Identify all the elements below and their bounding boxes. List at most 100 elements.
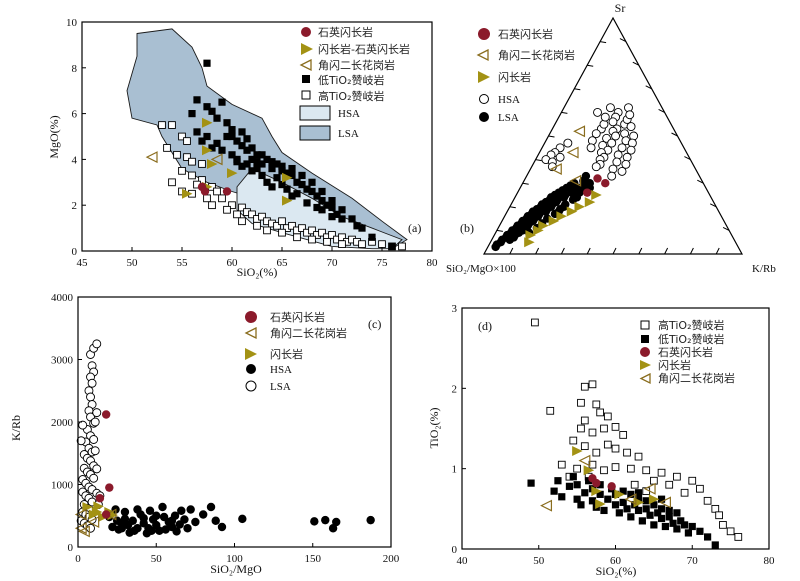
point-d-diorite <box>648 494 660 505</box>
ternary-tick-left <box>574 88 581 91</box>
point-c-diorite <box>93 501 104 512</box>
ternary-apex-right: K/Rb <box>752 263 776 275</box>
point-a-high-ti-sanukitoid <box>328 231 336 239</box>
point-d-high-ti-sanukitoid <box>600 424 608 433</box>
point-a-high-ti-sanukitoid <box>248 210 256 219</box>
point-d-high-ti-sanukitoid <box>577 424 585 433</box>
point-b-hsa <box>626 122 636 132</box>
point-c-lsa <box>90 417 100 427</box>
ternary-tick-bottom <box>509 247 514 255</box>
point-a-high-ti-sanukitoid <box>183 153 191 161</box>
point-d-low-ti-sanukitoid <box>677 517 685 525</box>
point-b-lsa <box>505 235 514 245</box>
point-d-monzogranite <box>643 482 656 495</box>
point-c-monzogranite <box>74 508 87 521</box>
legend-b-lsa: LSA <box>498 112 519 124</box>
point-a-low-ti-sanukitoid <box>298 171 306 180</box>
point-a-low-ti-sanukitoid <box>353 222 361 230</box>
panel-c-label: (c) <box>368 317 381 331</box>
a-ytick-label: 0 <box>72 246 78 258</box>
panel-c-ylabel: K/Rb <box>9 415 23 441</box>
legend-c-diorite: 闪长岩 <box>270 347 303 361</box>
point-a-low-ti-sanukitoid <box>268 183 276 191</box>
point-d-high-ti-sanukitoid <box>665 480 674 489</box>
point-b-hsa <box>586 143 596 153</box>
point-d-low-ti-sanukitoid <box>642 505 650 513</box>
legend-d-diorite-marker <box>640 360 651 370</box>
c-xtick-label: 150 <box>305 553 322 565</box>
point-d-low-ti-sanukitoid <box>661 522 669 531</box>
point-a-low-ti-sanukitoid <box>228 151 236 159</box>
point-c-monzogranite <box>104 508 117 521</box>
ternary-tick-bottom <box>689 247 694 255</box>
panel-c-xlabel: SiO₂/MgO <box>210 562 262 576</box>
point-b-lsa <box>541 207 551 216</box>
panel-a-frame <box>81 21 433 252</box>
point-a-low-ti-sanukitoid <box>203 132 211 141</box>
legend-c-monzogranite: 角闪二长花岗岩 <box>270 326 347 340</box>
legend-b-quartz-diorite-marker <box>478 28 490 40</box>
point-b-quartz-diorite <box>601 179 610 188</box>
panel-c-legend: 石英闪长岩 角闪二长花岗岩 闪长岩 HSA LSA <box>244 310 347 393</box>
point-c-hsa <box>217 522 227 532</box>
point-a-low-ti-sanukitoid <box>268 158 276 166</box>
point-a-high-ti-sanukitoid <box>188 171 196 180</box>
point-d-low-ti-sanukitoid <box>573 495 581 503</box>
panel-b: Sr SiO₂/MgO×100 K/Rb (b) 石英闪长岩 角闪二长花岗岩 闪… <box>446 1 776 275</box>
legend-c-quartz-diorite: 石英闪长岩 <box>270 310 325 324</box>
point-d-high-ti-sanukitoid <box>557 460 566 469</box>
point-b-hsa <box>612 157 622 167</box>
point-a-low-ti-sanukitoid <box>278 167 286 175</box>
c-ytick-label: 2000 <box>51 417 74 429</box>
point-d-low-ti-sanukitoid <box>657 514 666 523</box>
point-b-hsa <box>620 129 630 139</box>
legend-b-diorite: 闪长岩 <box>498 70 531 84</box>
point-d-high-ti-sanukitoid <box>696 484 704 493</box>
ternary-tick-bottom <box>664 247 669 255</box>
panel-a-ylabel: MgO(%) <box>47 115 61 158</box>
point-c-hsa <box>199 510 208 519</box>
point-d-low-ti-sanukitoid <box>588 497 597 505</box>
point-a-high-ti-sanukitoid <box>278 228 286 237</box>
point-d-low-ti-sanukitoid <box>711 541 719 549</box>
point-a-low-ti-sanukitoid <box>278 180 286 189</box>
point-d-low-ti-sanukitoid <box>669 519 677 527</box>
point-d-low-ti-sanukitoid <box>619 498 627 507</box>
a-xtick-label: 60 <box>227 257 239 269</box>
ternary-tick-left <box>535 159 542 162</box>
point-d-diorite <box>572 445 583 456</box>
point-a-low-ti-sanukitoid <box>243 135 251 143</box>
point-a-low-ti-sanukitoid <box>253 164 261 173</box>
panel-d: 40 50 60 70 80 0 1 2 3 (d) SiO₂(%) TiO₂(%) 高TiO₂… <box>427 303 775 578</box>
point-d-high-ti-sanukitoid <box>634 452 643 461</box>
panel-a-legend: 石英闪长岩 闪长岩-石英闪长岩 角闪二长花岗岩 低TiO₂赞岐岩 高TiO₂赞岐… <box>299 25 410 141</box>
point-c-lsa <box>86 392 95 402</box>
point-c-hsa <box>128 516 137 525</box>
point-a-low-ti-sanukitoid <box>293 178 301 186</box>
point-a-low-ti-sanukitoid <box>388 242 396 251</box>
point-c-hsa <box>117 524 127 533</box>
point-d-high-ti-sanukitoid <box>580 416 589 425</box>
point-a-high-ti-sanukitoid <box>178 166 186 175</box>
point-b-monzogranite <box>573 125 586 138</box>
point-a-monzogranite <box>210 153 223 166</box>
point-a-high-ti-sanukitoid <box>263 226 271 235</box>
ternary-tick-right <box>697 179 704 184</box>
d-xtick-label: 80 <box>764 555 776 567</box>
point-d-low-ti-sanukitoid <box>619 487 627 495</box>
point-c-lsa <box>90 446 100 456</box>
point-a-high-ti-sanukitoid <box>293 233 301 242</box>
point-d-diorite <box>583 465 595 476</box>
point-b-hsa <box>563 138 573 148</box>
point-b-hsa <box>607 171 617 181</box>
legend-a-low-ti-marker <box>302 75 310 83</box>
point-a-low-ti-sanukitoid <box>238 142 246 150</box>
point-d-low-ti-sanukitoid <box>654 509 662 517</box>
ternary-tick-bottom <box>560 247 565 255</box>
point-a-low-ti-sanukitoid <box>308 187 316 196</box>
a-ytick-label: 2 <box>72 200 78 212</box>
point-d-monzogranite <box>578 454 591 467</box>
point-b-hsa <box>591 129 601 139</box>
point-c-hsa <box>155 526 164 535</box>
a-xtick-label: 55 <box>177 257 189 269</box>
